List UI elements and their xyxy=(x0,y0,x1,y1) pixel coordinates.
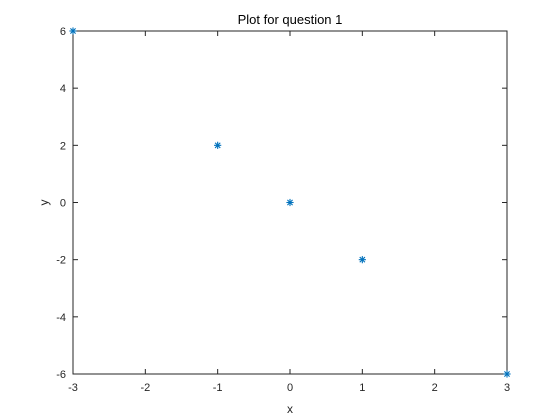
x-tick-label: -2 xyxy=(140,382,150,394)
y-tick-label: 4 xyxy=(60,83,66,95)
data-point-marker xyxy=(286,198,294,207)
x-tick-label: 1 xyxy=(359,382,365,394)
data-point-marker xyxy=(214,141,222,149)
data-points xyxy=(69,27,511,378)
x-tick-label: 0 xyxy=(287,382,293,394)
y-tick-label: -6 xyxy=(56,369,66,381)
data-point-marker xyxy=(69,27,77,35)
x-tick-label: -1 xyxy=(213,382,223,394)
y-tick-label: -2 xyxy=(56,255,66,267)
x-axis-label: x xyxy=(287,402,293,416)
data-point-marker xyxy=(358,256,366,264)
y-axis-tick-labels: -6 -4 -2 0 2 4 6 xyxy=(56,26,66,381)
x-tick-label: 3 xyxy=(504,382,510,394)
y-tick-label: 0 xyxy=(60,198,66,210)
x-tick-label: -3 xyxy=(68,382,78,394)
data-point-marker xyxy=(503,370,511,378)
y-tick-label: 6 xyxy=(60,26,66,38)
y-tick-label: 2 xyxy=(60,140,66,152)
chart-title: Plot for question 1 xyxy=(238,12,343,27)
y-tick-label: -4 xyxy=(56,312,66,324)
y-axis-label: y xyxy=(37,200,51,206)
x-axis-ticks xyxy=(72,31,508,374)
x-axis-tick-labels: -3 -2 -1 0 1 2 3 xyxy=(68,382,510,394)
x-tick-label: 2 xyxy=(432,382,438,394)
